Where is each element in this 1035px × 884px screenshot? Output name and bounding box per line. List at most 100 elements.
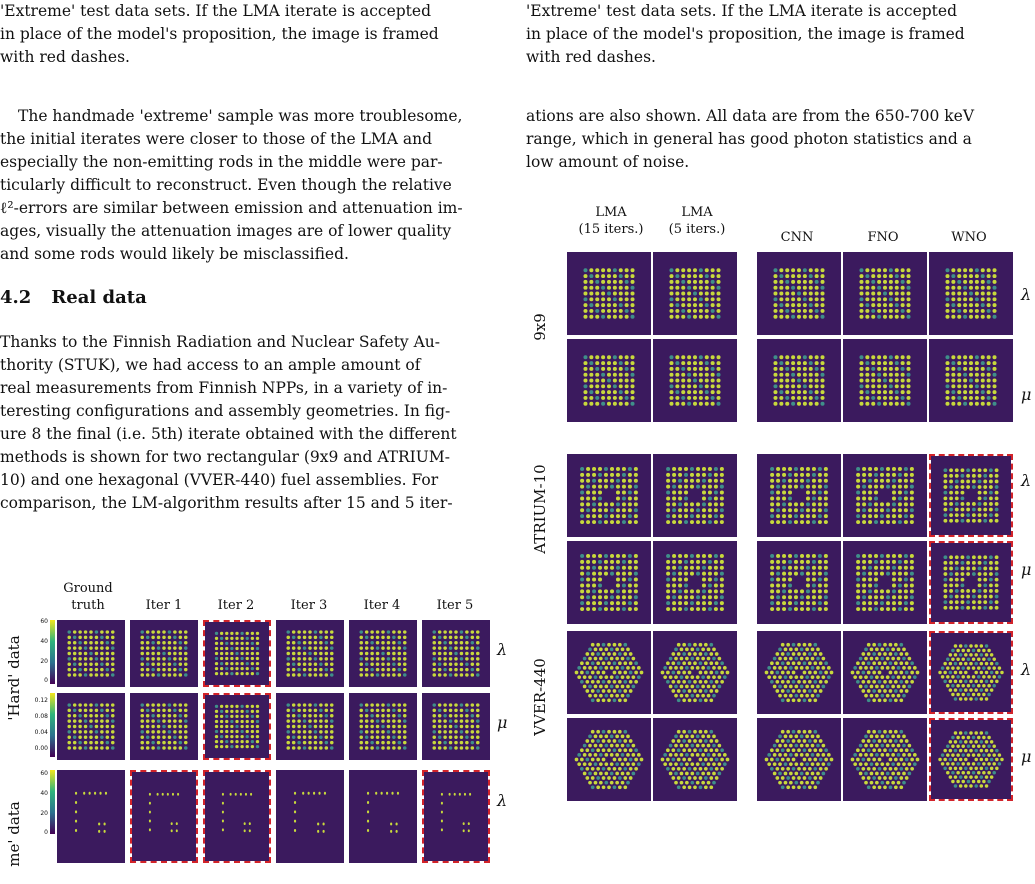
reconstruction-image bbox=[567, 339, 651, 422]
column-header-ground-truth: Ground truth bbox=[63, 581, 113, 613]
reconstruction-image bbox=[349, 693, 417, 760]
symbol-mu: μ bbox=[1021, 385, 1032, 404]
reconstruction-image bbox=[843, 718, 927, 801]
colorbar-mu bbox=[50, 693, 55, 757]
text-line: The handmade 'extreme' sample was more t… bbox=[18, 107, 463, 125]
reconstruction-image bbox=[567, 252, 651, 335]
reconstruction-image bbox=[57, 693, 125, 760]
reconstruction-image bbox=[349, 770, 417, 863]
symbol-mu: μ bbox=[497, 713, 508, 732]
colorbar-lambda bbox=[50, 620, 55, 684]
text-line: methods is shown for two rectangular (9x… bbox=[0, 448, 450, 466]
reconstruction-image bbox=[757, 718, 841, 801]
colorbar-tick: 60 bbox=[40, 618, 48, 625]
reconstruction-image bbox=[757, 339, 841, 422]
column-header-iter-3: Iter 3 bbox=[290, 598, 328, 613]
colorbar-tick: 20 bbox=[40, 658, 48, 665]
row-group-label-atrium-10: ATRIUM-10 bbox=[531, 464, 549, 554]
reconstruction-image bbox=[929, 339, 1013, 422]
column-header-iter-1: Iter 1 bbox=[145, 598, 183, 613]
text-line: ages, visually the attenuation images ar… bbox=[0, 222, 452, 240]
reconstruction-image bbox=[276, 770, 344, 863]
caption-line: with red dashes. bbox=[526, 48, 656, 66]
reconstruction-image bbox=[843, 339, 927, 422]
symbol-lambda: λ bbox=[1021, 471, 1032, 490]
text-line: ations are also shown. All data are from… bbox=[526, 107, 975, 125]
row-group-label-extreme: me' data bbox=[5, 801, 23, 867]
column-header-iter-4: Iter 4 bbox=[363, 598, 401, 613]
reconstruction-image bbox=[653, 541, 737, 624]
text-line: real measurements from Finnish NPPs, in … bbox=[0, 379, 448, 397]
reconstruction-image bbox=[653, 454, 737, 537]
reconstruction-image bbox=[929, 718, 1013, 801]
symbol-lambda: λ bbox=[1021, 285, 1032, 304]
colorbar-tick: 0.04 bbox=[34, 729, 48, 736]
column-header-iter-5: Iter 5 bbox=[436, 598, 474, 613]
reconstruction-image bbox=[567, 541, 651, 624]
reconstruction-image bbox=[130, 620, 198, 687]
reconstruction-image bbox=[653, 252, 737, 335]
reconstruction-image bbox=[929, 541, 1013, 624]
text-line: teresting configurations and assembly ge… bbox=[0, 402, 451, 420]
row-group-label-hard: 'Hard' data bbox=[5, 635, 23, 721]
reconstruction-image bbox=[843, 454, 927, 537]
reconstruction-image bbox=[203, 620, 271, 687]
reconstruction-image bbox=[276, 693, 344, 760]
reconstruction-image bbox=[567, 631, 651, 714]
symbol-lambda: λ bbox=[497, 640, 508, 659]
column-header-lma-15: LMA (15 iters.) bbox=[578, 205, 644, 237]
text-line: especially the non-emitting rods in the … bbox=[0, 153, 443, 171]
reconstruction-image bbox=[349, 620, 417, 687]
colorbar-tick: 0.08 bbox=[34, 713, 48, 720]
colorbar-lambda-extreme bbox=[50, 770, 55, 834]
text-line: low amount of noise. bbox=[526, 153, 690, 171]
column-header-lma-5: LMA (5 iters.) bbox=[668, 205, 726, 237]
reconstruction-image bbox=[653, 718, 737, 801]
reconstruction-image bbox=[130, 770, 198, 863]
reconstruction-image bbox=[422, 770, 490, 863]
section-title: Real data bbox=[51, 287, 147, 308]
caption-line: 'Extreme' test data sets. If the LMA ite… bbox=[0, 2, 432, 20]
column-header-cnn: CNN bbox=[780, 230, 814, 245]
reconstruction-image bbox=[929, 252, 1013, 335]
reconstruction-image bbox=[57, 620, 125, 687]
caption-line: 'Extreme' test data sets. If the LMA ite… bbox=[526, 2, 958, 20]
text-line: and some rods would likely be misclassif… bbox=[0, 245, 349, 263]
reconstruction-image bbox=[843, 541, 927, 624]
caption-line: with red dashes. bbox=[0, 48, 130, 66]
column-header-fno: FNO bbox=[867, 230, 899, 245]
reconstruction-image bbox=[203, 693, 271, 760]
reconstruction-image bbox=[567, 718, 651, 801]
colorbar-tick: 60 bbox=[40, 770, 48, 777]
text-line: Thanks to the Finnish Radiation and Nucl… bbox=[0, 333, 441, 351]
reconstruction-image bbox=[130, 693, 198, 760]
colorbar-tick: 40 bbox=[40, 638, 48, 645]
reconstruction-image bbox=[757, 631, 841, 714]
reconstruction-image bbox=[203, 770, 271, 863]
reconstruction-image bbox=[757, 252, 841, 335]
text-line: comparison, the LM-algorithm results aft… bbox=[0, 494, 453, 512]
reconstruction-image bbox=[843, 252, 927, 335]
symbol-mu: μ bbox=[1021, 747, 1032, 766]
symbol-lambda: λ bbox=[497, 791, 508, 810]
reconstruction-image bbox=[653, 339, 737, 422]
reconstruction-image bbox=[653, 631, 737, 714]
symbol-lambda: λ bbox=[1021, 660, 1032, 679]
reconstruction-image bbox=[929, 631, 1013, 714]
section-number: 4.2 bbox=[0, 287, 32, 308]
text-line: ℓ²-errors are similar between emission a… bbox=[0, 199, 463, 217]
reconstruction-image bbox=[57, 770, 125, 863]
reconstruction-image bbox=[757, 454, 841, 537]
reconstruction-image bbox=[843, 631, 927, 714]
reconstruction-image bbox=[929, 454, 1013, 537]
symbol-mu: μ bbox=[1021, 560, 1032, 579]
colorbar-tick: 0.00 bbox=[34, 745, 48, 752]
text-line: the initial iterates were closer to thos… bbox=[0, 130, 433, 148]
text-line: ticularly difficult to reconstruct. Even… bbox=[0, 176, 452, 194]
row-group-label-vver-440: VVER-440 bbox=[531, 658, 549, 736]
text-line: range, which in general has good photon … bbox=[526, 130, 972, 148]
column-header-iter-2: Iter 2 bbox=[217, 598, 255, 613]
colorbar-tick: 0 bbox=[44, 829, 48, 836]
row-group-label-9x9: 9x9 bbox=[531, 313, 549, 341]
reconstruction-image bbox=[422, 620, 490, 687]
